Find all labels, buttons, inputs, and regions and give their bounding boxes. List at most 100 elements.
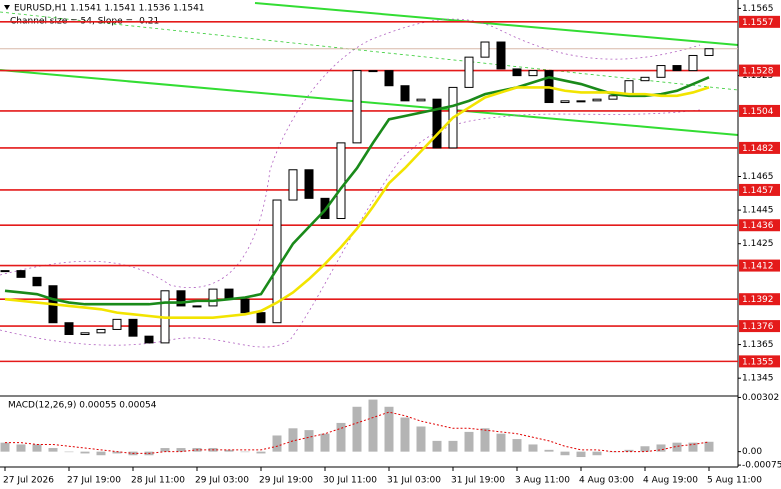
macd-bar xyxy=(400,417,410,452)
level-label-box xyxy=(739,355,780,368)
x-tick-label: 31 Jul 19:00 xyxy=(451,476,505,486)
macd-bar xyxy=(688,442,698,452)
candle xyxy=(256,312,266,324)
candle xyxy=(560,100,570,104)
candle xyxy=(592,98,602,102)
candle xyxy=(0,270,10,273)
macd-bar xyxy=(576,451,586,458)
y-tick-label: 0.00 xyxy=(742,447,762,457)
macd-bar xyxy=(384,406,394,452)
candle xyxy=(464,56,474,88)
level-label-box xyxy=(739,219,780,232)
macd-bar xyxy=(304,430,314,452)
macd-bar xyxy=(656,444,666,452)
macd-bar xyxy=(640,446,650,452)
level-label: 1.1528 xyxy=(742,67,774,77)
macd-bar xyxy=(160,448,170,452)
candle xyxy=(656,65,666,78)
candle xyxy=(208,288,218,307)
candle xyxy=(400,85,410,102)
y-tick-label: 1.1565 xyxy=(742,4,774,14)
candle xyxy=(688,54,698,72)
macd-bar xyxy=(240,451,250,453)
x-tick-label: 29 Jul 03:00 xyxy=(195,476,249,486)
macd-bar xyxy=(480,428,490,452)
level-label-box xyxy=(739,183,780,196)
macd-bar xyxy=(528,444,538,452)
x-tick-label: 31 Jul 03:00 xyxy=(387,476,441,486)
y-tick-label: 0.00302 xyxy=(742,393,779,403)
level-label-box xyxy=(739,293,780,306)
macd-bar xyxy=(80,451,90,454)
macd-bar xyxy=(176,448,186,452)
candle xyxy=(672,65,682,72)
candle xyxy=(32,276,42,287)
x-tick-label: 29 Jul 19:00 xyxy=(259,476,313,486)
candle xyxy=(336,142,346,220)
level-label: 1.1392 xyxy=(742,295,774,305)
candle xyxy=(144,335,154,344)
macd-bar xyxy=(336,422,346,452)
level-label-box xyxy=(739,320,780,333)
band-lower xyxy=(0,109,701,348)
band-upper xyxy=(0,18,701,289)
macd-bar xyxy=(32,444,42,452)
level-label: 1.1412 xyxy=(742,262,774,272)
candle xyxy=(128,318,138,337)
y-tick-label: 1.1465 xyxy=(742,172,774,182)
macd-bar xyxy=(368,399,378,452)
macd-bar xyxy=(560,451,570,456)
candle xyxy=(192,305,202,308)
macd-bar xyxy=(96,451,106,456)
macd-bar xyxy=(64,451,74,453)
macd-title: MACD(12,26,9) 0.00055 0.00054 xyxy=(8,401,157,411)
macd-bar xyxy=(496,433,506,452)
candle xyxy=(528,70,538,77)
macd-bar xyxy=(544,449,554,452)
moving-average xyxy=(4,86,710,319)
candle xyxy=(64,322,74,335)
candle xyxy=(16,270,26,278)
x-tick-label: 30 Jul 11:00 xyxy=(323,476,377,486)
candle xyxy=(80,332,90,335)
level-label: 1.1457 xyxy=(742,186,774,196)
x-tick-label: 3 Aug 11:00 xyxy=(515,476,570,486)
macd-bar xyxy=(112,451,122,454)
moving-average xyxy=(4,75,710,306)
macd-bar xyxy=(320,433,330,452)
macd-bar xyxy=(592,451,602,456)
candle xyxy=(288,169,298,201)
macd-bar xyxy=(16,444,26,452)
x-tick-label: 27 Jul 19:00 xyxy=(67,476,121,486)
level-label: 1.1436 xyxy=(742,221,774,231)
x-tick-label: 4 Aug 03:00 xyxy=(579,476,634,486)
candle xyxy=(576,100,586,103)
candle xyxy=(496,41,506,70)
level-label: 1.1482 xyxy=(742,144,774,154)
macd-bar xyxy=(288,428,298,452)
chart-title: EURUSD,H1 1.1541 1.1541 1.1536 1.1541 xyxy=(14,4,205,14)
y-tick-label: -0.00075 xyxy=(742,461,781,471)
macd-bar xyxy=(224,449,234,452)
macd-bar xyxy=(608,451,618,453)
macd-bar xyxy=(0,442,10,452)
macd-bar xyxy=(416,426,426,452)
x-tick-label: 27 Jul 2026 xyxy=(3,476,54,486)
channel xyxy=(0,2,739,348)
x-tick-label: 4 Aug 19:00 xyxy=(643,476,698,486)
candle xyxy=(304,169,314,199)
channel-mid xyxy=(0,11,739,91)
candle xyxy=(704,48,714,56)
candle xyxy=(96,328,106,334)
level-label-box xyxy=(739,259,780,272)
candle xyxy=(352,70,362,144)
macd-bar xyxy=(672,442,682,452)
candle xyxy=(512,68,522,77)
y-tick-label: 1.1345 xyxy=(742,374,774,384)
signal-line xyxy=(5,411,710,454)
y-tick-label: 1.1445 xyxy=(742,206,774,216)
channel-upper xyxy=(254,2,739,46)
level-label-box xyxy=(739,141,780,154)
macd-bar xyxy=(48,448,58,452)
